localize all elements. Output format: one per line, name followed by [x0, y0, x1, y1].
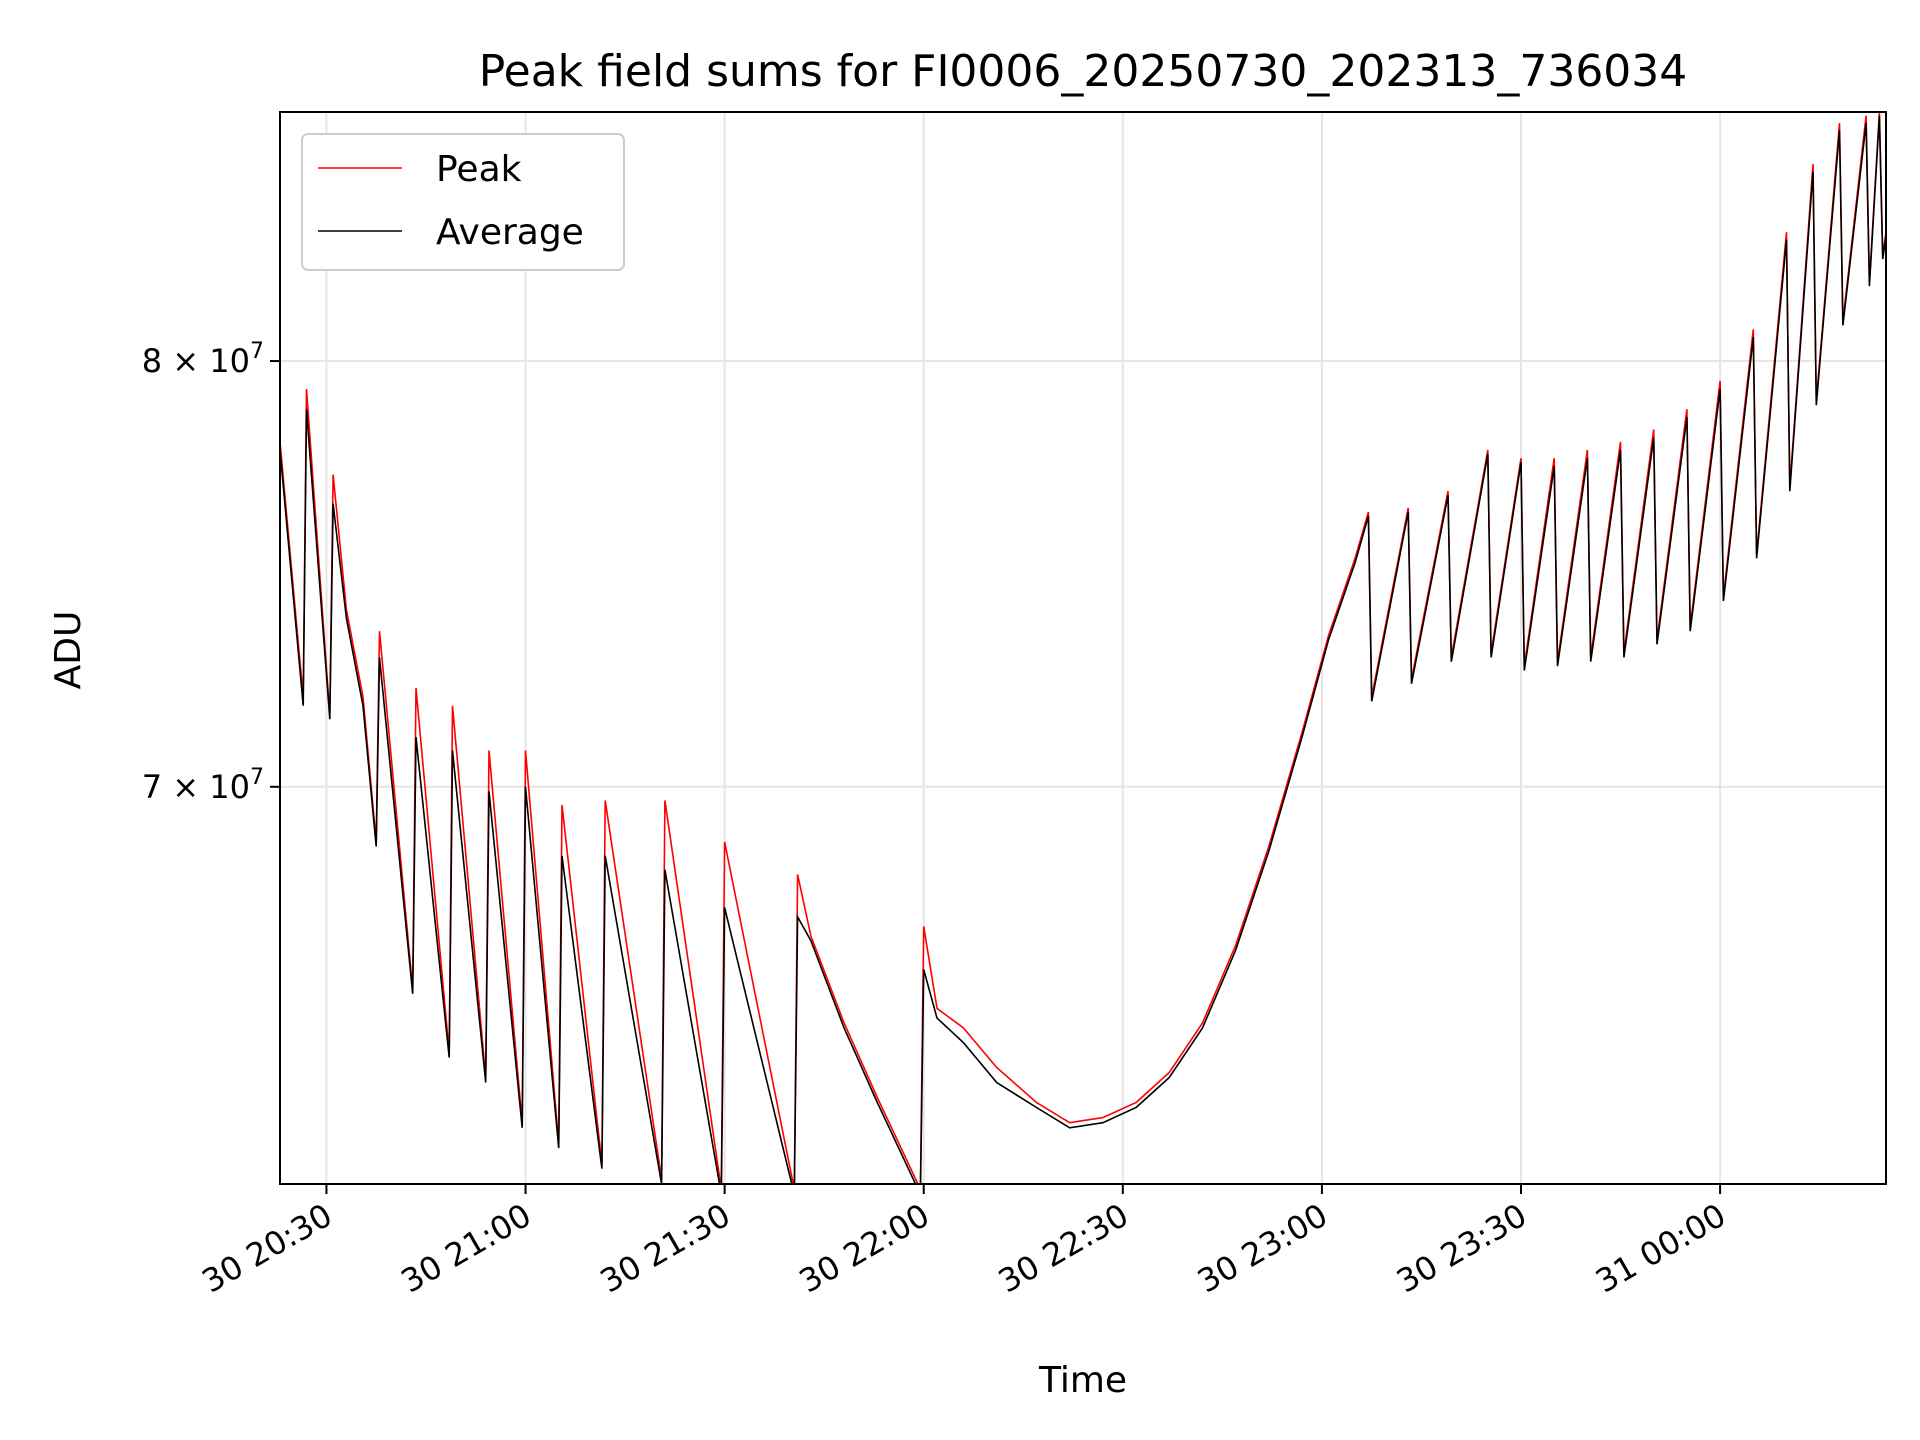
x-axis: 30 20:30 30 21:00 30 21:30 30 22:00 30 22:30… — [196, 1184, 1732, 1300]
x-tick-label: 31 00:00 — [1589, 1196, 1732, 1300]
series-line-average — [280, 115, 1886, 1184]
x-tick-label: 30 21:30 — [594, 1196, 737, 1300]
legend-label-peak: Peak — [436, 149, 522, 190]
legend-label-average: Average — [436, 212, 584, 253]
y-tick-label: 7 × 107 — [142, 765, 264, 806]
x-tick-label: 30 20:30 — [196, 1196, 339, 1300]
series-line-peak — [280, 112, 1886, 1184]
y-tick-label: 8 × 107 — [142, 339, 264, 380]
legend: Peak Average — [301, 133, 625, 271]
plot-frame — [279, 111, 1887, 1185]
chart-title: Peak field sums for FI0006_20250730_2023… — [479, 46, 1688, 97]
x-tick-label: 30 22:00 — [793, 1196, 936, 1300]
grid-lines — [280, 112, 1886, 1184]
y-axis-label: ADU — [48, 611, 89, 690]
x-tick-label: 30 23:30 — [1390, 1196, 1533, 1300]
x-tick-label: 30 22:30 — [992, 1196, 1135, 1300]
x-tick-label: 30 21:00 — [395, 1196, 538, 1300]
x-tick-label: 30 23:00 — [1191, 1196, 1334, 1300]
plot-area — [280, 112, 1886, 1184]
x-axis-label: Time — [1038, 1360, 1127, 1401]
y-axis: 7 × 107 8 × 107 — [142, 339, 280, 806]
